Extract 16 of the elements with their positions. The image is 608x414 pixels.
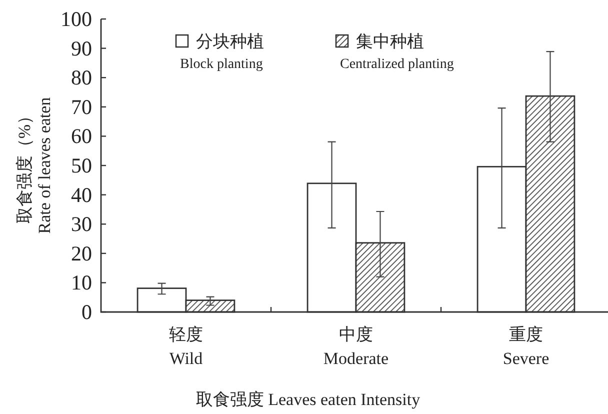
x-tick-label: 轻度 Wild: [169, 325, 204, 368]
x-tick-label: 中度 Moderate: [323, 325, 389, 368]
y-tick-label: 50: [71, 154, 92, 178]
y-tick-label: 70: [71, 94, 92, 119]
y-tick-label: 10: [71, 270, 92, 295]
y-tick-label: 30: [71, 212, 92, 236]
y-axis-title: 取食强度（%） Rate of leaves eaten: [15, 96, 54, 234]
x-tick-label: 重度 Severe: [502, 325, 550, 368]
x-axis-title: 取食强度 Leaves eaten Intensity: [196, 390, 421, 409]
y-tick-label: 0: [82, 300, 92, 324]
y-tick-label: 90: [71, 36, 92, 60]
y-tick-label: 100: [60, 7, 92, 31]
y-tick-label: 80: [71, 66, 92, 90]
y-tick-label: 20: [71, 241, 92, 266]
y-tick-label: 60: [71, 124, 92, 148]
y-tick-label: 40: [71, 182, 92, 207]
